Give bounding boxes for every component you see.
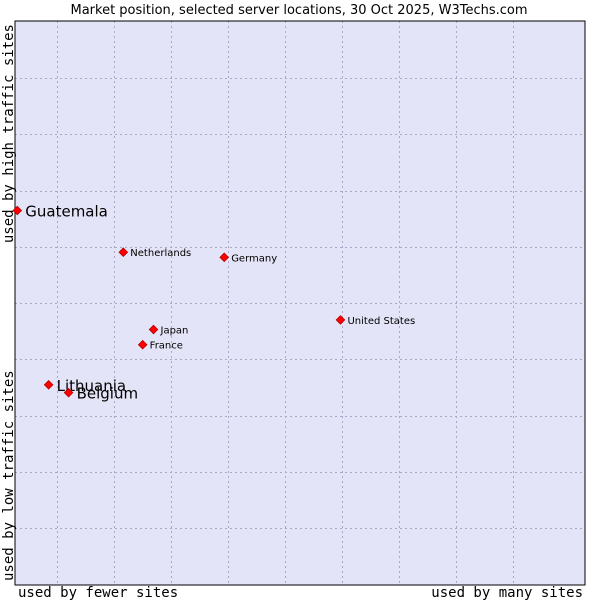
data-point-france xyxy=(137,339,148,350)
x-axis-label-left: used by fewer sites xyxy=(18,585,178,600)
data-label-japan: Japan xyxy=(160,326,189,337)
grid-lines xyxy=(15,21,585,585)
data-point-guatemala xyxy=(12,205,23,216)
data-points: Guatemala Netherlands Germany United States… xyxy=(12,203,415,403)
data-label-guatemala: Guatemala xyxy=(25,203,108,221)
data-point-united-states xyxy=(335,315,346,325)
data-label-united-states: United States xyxy=(347,316,415,327)
data-point-lithuania xyxy=(43,379,54,390)
data-point-germany xyxy=(219,252,229,263)
data-label-lithuania: Lithuania xyxy=(57,377,126,395)
data-label-germany: Germany xyxy=(231,253,277,264)
y-axis-label-top: used by high traffic sites xyxy=(1,24,17,243)
data-label-france: France xyxy=(150,341,183,352)
chart-title: Market position, selected server locatio… xyxy=(70,3,527,18)
data-point-belgium xyxy=(63,387,74,398)
data-point-netherlands xyxy=(118,247,129,258)
plot-border xyxy=(14,20,586,586)
data-label-belgium: Belgium xyxy=(77,385,139,403)
data-label-netherlands: Netherlands xyxy=(130,248,191,259)
y-axis-label-bottom: used by low traffic sites xyxy=(1,370,17,581)
data-point-japan xyxy=(148,324,159,335)
x-axis-label-right: used by many sites xyxy=(431,585,583,600)
